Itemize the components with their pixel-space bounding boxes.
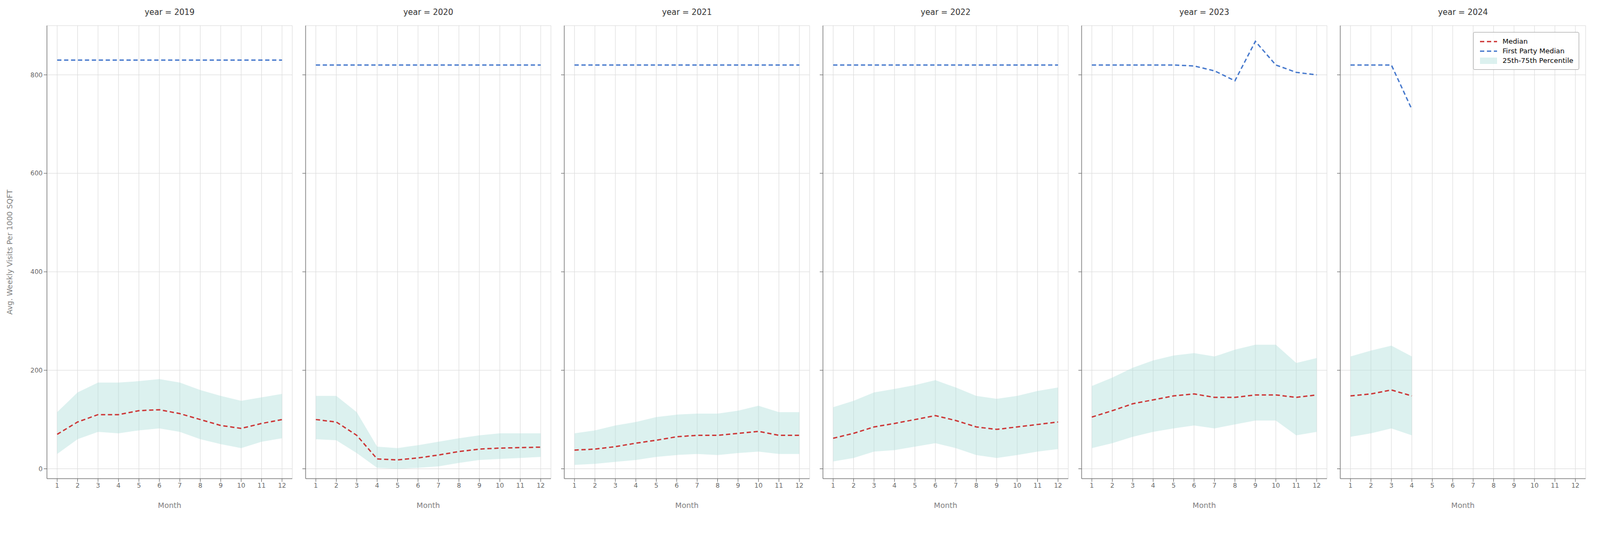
- svg-text:4: 4: [892, 482, 897, 490]
- svg-text:7: 7: [953, 482, 958, 490]
- svg-text:1: 1: [313, 482, 318, 490]
- svg-text:9: 9: [1253, 482, 1258, 490]
- svg-text:200: 200: [30, 366, 43, 375]
- svg-text:Month: Month: [1192, 501, 1216, 510]
- svg-text:8: 8: [715, 482, 720, 490]
- svg-text:3: 3: [354, 482, 359, 490]
- svg-text:10: 10: [496, 482, 504, 490]
- svg-text:2: 2: [593, 482, 598, 490]
- svg-text:9: 9: [477, 482, 482, 490]
- svg-text:12: 12: [536, 482, 545, 490]
- html-text:year = 2022: year = 2022: [920, 7, 971, 18]
- svg-text:6: 6: [157, 482, 162, 490]
- html-text:Median: Median: [1502, 37, 1528, 46]
- svg-text:1: 1: [830, 482, 836, 490]
- svg-text:8: 8: [1233, 482, 1238, 490]
- svg-text:12: 12: [1312, 482, 1321, 490]
- svg-text:Month: Month: [1451, 501, 1475, 510]
- svg-text:10: 10: [1272, 482, 1280, 490]
- html-text:year = 2019: year = 2019: [144, 7, 195, 18]
- svg-text:12: 12: [1053, 482, 1062, 490]
- svg-text:11: 11: [774, 482, 783, 490]
- svg-text:1: 1: [1348, 482, 1353, 490]
- svg-text:7: 7: [1212, 482, 1217, 490]
- svg-text:3: 3: [613, 482, 618, 490]
- svg-text:6: 6: [933, 482, 938, 490]
- svg-text:5: 5: [395, 482, 400, 490]
- svg-text:6: 6: [674, 482, 679, 490]
- html-text:year = 2020: year = 2020: [403, 7, 454, 18]
- svg-text:7: 7: [177, 482, 182, 490]
- html-text:25th-75th Percentile: 25th-75th Percentile: [1502, 56, 1574, 65]
- svg-text:11: 11: [257, 482, 266, 490]
- svg-text:2: 2: [851, 482, 856, 490]
- svg-text:11: 11: [1033, 482, 1042, 490]
- svg-text:11: 11: [1292, 482, 1301, 490]
- svg-text:8: 8: [1491, 482, 1496, 490]
- svg-text:600: 600: [30, 169, 43, 178]
- svg-text:4: 4: [633, 482, 638, 490]
- svg-text:10: 10: [1013, 482, 1022, 490]
- html-text:year = 2023: year = 2023: [1179, 7, 1230, 18]
- svg-text:5: 5: [1171, 482, 1176, 490]
- svg-text:Avg. Weekly Visits Per 1000 SQ: Avg. Weekly Visits Per 1000 SQFT: [5, 189, 14, 315]
- svg-text:Month: Month: [157, 501, 182, 510]
- svg-text:7: 7: [1470, 482, 1476, 490]
- svg-text:5: 5: [137, 482, 142, 490]
- svg-text:5: 5: [913, 482, 918, 490]
- svg-text:6: 6: [416, 482, 421, 490]
- svg-text:2: 2: [75, 482, 80, 490]
- svg-text:9: 9: [218, 482, 223, 490]
- svg-text:7: 7: [436, 482, 441, 490]
- svg-text:5: 5: [654, 482, 659, 490]
- svg-text:10: 10: [237, 482, 246, 490]
- svg-text:6: 6: [1450, 482, 1455, 490]
- svg-text:1: 1: [1089, 482, 1094, 490]
- svg-text:12: 12: [277, 482, 286, 490]
- svg-text:2: 2: [1369, 482, 1374, 490]
- svg-text:4: 4: [374, 482, 380, 490]
- svg-text:12: 12: [795, 482, 804, 490]
- svg-text:800: 800: [30, 71, 43, 79]
- svg-text:400: 400: [30, 268, 43, 276]
- html-text:year = 2021: year = 2021: [661, 7, 712, 18]
- svg-text:2: 2: [1110, 482, 1115, 490]
- svg-text:Month: Month: [933, 501, 958, 510]
- svg-text:8: 8: [198, 482, 203, 490]
- svg-text:12: 12: [1571, 482, 1580, 490]
- svg-text:3: 3: [1389, 482, 1394, 490]
- html-text:year = 2024: year = 2024: [1437, 7, 1488, 18]
- svg-text:6: 6: [1192, 482, 1197, 490]
- svg-text:8: 8: [457, 482, 462, 490]
- svg-text:5: 5: [1430, 482, 1435, 490]
- svg-text:3: 3: [1130, 482, 1135, 490]
- svg-text:3: 3: [872, 482, 877, 490]
- svg-text:Month: Month: [416, 501, 440, 510]
- svg-text:9: 9: [1512, 482, 1517, 490]
- svg-text:11: 11: [1550, 482, 1559, 490]
- svg-text:3: 3: [96, 482, 101, 490]
- svg-text:4: 4: [1409, 482, 1414, 490]
- svg-text:8: 8: [974, 482, 979, 490]
- svg-text:11: 11: [516, 482, 525, 490]
- svg-text:4: 4: [116, 482, 121, 490]
- svg-text:4: 4: [1150, 482, 1156, 490]
- html-text:First Party Median: First Party Median: [1502, 46, 1565, 55]
- svg-text:9: 9: [994, 482, 999, 490]
- svg-text:1: 1: [572, 482, 577, 490]
- svg-text:10: 10: [1530, 482, 1539, 490]
- svg-text:0: 0: [38, 465, 43, 474]
- svg-text:10: 10: [754, 482, 763, 490]
- svg-text:Month: Month: [675, 501, 699, 510]
- svg-text:7: 7: [694, 482, 700, 490]
- svg-text:2: 2: [334, 482, 339, 490]
- svg-text:1: 1: [54, 482, 60, 490]
- svg-text:9: 9: [736, 482, 741, 490]
